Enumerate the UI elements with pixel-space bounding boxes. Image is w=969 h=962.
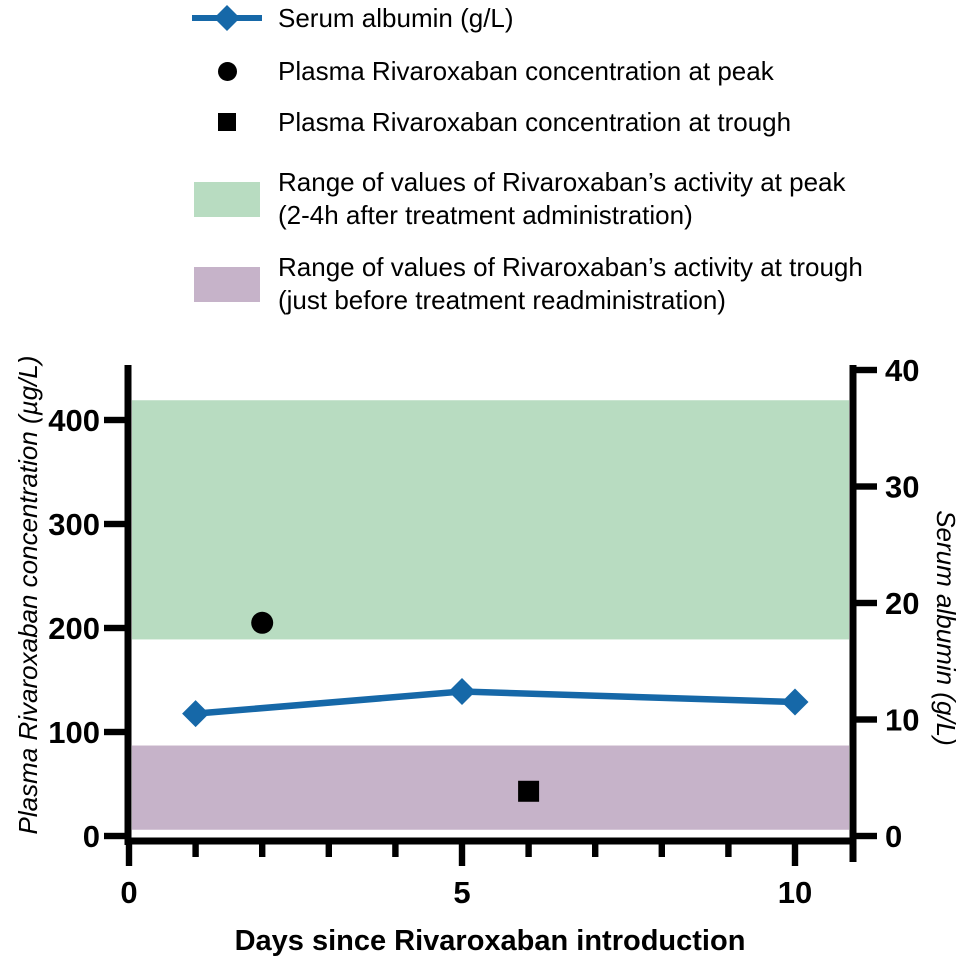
left-axis-tick-label: 400 xyxy=(48,403,100,438)
left-axis-tick-label: 200 xyxy=(48,611,100,646)
albumin-diamond-marker xyxy=(448,678,476,706)
data-series xyxy=(182,611,809,802)
left-axis-title: Plasma Rivaroxaban concentration (µg/L) xyxy=(13,356,43,835)
trough-square-icon xyxy=(188,113,266,131)
left-axis-tick xyxy=(104,520,128,528)
x-axis-minor-tick xyxy=(192,841,199,857)
legend-label-peak-concentration: Plasma Rivaroxaban concentration at peak xyxy=(278,55,774,86)
albumin-diamond-marker xyxy=(182,700,210,728)
left-axis-tick-label: 300 xyxy=(48,507,100,542)
legend-item-peak-activity-range: Range of values of Rivaroxaban’s activit… xyxy=(188,166,846,232)
left-axis-tick xyxy=(104,624,128,632)
left-axis-tick xyxy=(104,416,128,424)
right-axis-tick-label: 10 xyxy=(885,703,919,738)
right-axis-tick xyxy=(853,366,877,374)
left-axis-tick-label: 100 xyxy=(48,715,100,750)
right-axis-tick-label: 40 xyxy=(885,353,919,388)
albumin-diamond-marker xyxy=(781,688,809,716)
x-axis-minor-tick xyxy=(725,841,732,857)
right-axis-tick xyxy=(853,832,877,840)
legend-label-serum-albumin: Serum albumin (g/L) xyxy=(278,2,514,33)
trough-point-marker xyxy=(518,780,540,802)
x-axis-minor-tick xyxy=(592,841,599,857)
x-axis-tick-label: 0 xyxy=(120,875,137,910)
legend-label-peak-range: Range of values of Rivaroxaban’s activit… xyxy=(278,167,846,197)
peak-activity-range-band xyxy=(132,400,849,640)
right-axis-tick-label: 20 xyxy=(885,586,919,621)
trough-range-swatch-icon xyxy=(188,266,266,302)
left-axis-tick-label: 0 xyxy=(83,819,100,854)
legend-item-peak-concentration: Plasma Rivaroxaban concentration at peak xyxy=(188,54,774,88)
legend-label-trough-concentration: Plasma Rivaroxaban concentration at trou… xyxy=(278,106,792,137)
square-glyph xyxy=(218,113,236,131)
right-axis-spine xyxy=(849,365,857,862)
peak-circle-icon xyxy=(188,61,266,81)
albumin-line-diamond-icon xyxy=(188,1,266,35)
right-axis-tick xyxy=(853,716,877,723)
x-axis-major-tick xyxy=(458,841,466,866)
legend-label-trough-range: Range of values of Rivaroxaban’s activit… xyxy=(278,252,863,282)
circle-glyph xyxy=(217,61,237,81)
right-axis-tick xyxy=(853,483,877,490)
x-axis-tick-label: 10 xyxy=(778,875,812,910)
left-axis-tick xyxy=(104,728,128,736)
albumin-line xyxy=(195,688,796,717)
band-swatch-glyph xyxy=(194,266,260,302)
x-axis-spine xyxy=(124,837,857,845)
legend-item-serum-albumin: Serum albumin (g/L) xyxy=(188,1,514,35)
peak-point-marker xyxy=(251,611,274,634)
x-axis-minor-tick xyxy=(658,841,665,857)
x-axis-minor-tick xyxy=(259,841,266,857)
x-axis-major-tick xyxy=(125,841,133,866)
right-axis-tick xyxy=(853,599,877,607)
line-diamond-glyph xyxy=(192,5,262,31)
left-axis-tick xyxy=(104,832,128,840)
right-axis-title: Serum albumin (g/L) xyxy=(931,510,961,746)
trough-activity-range-band xyxy=(132,745,849,830)
band-swatch-glyph xyxy=(194,181,260,217)
left-axis-spine xyxy=(124,365,132,845)
legend-sublabel-peak-range: (2-4h after treatment administration) xyxy=(278,200,693,230)
peak-range-swatch-icon xyxy=(188,181,266,217)
right-axis-tick-label: 30 xyxy=(885,470,919,505)
x-axis-title: Days since Rivaroxaban introduction xyxy=(235,925,746,957)
legend-sublabel-trough-range: (just before treatment readministration) xyxy=(278,285,726,315)
x-axis-tick-label: 5 xyxy=(453,875,470,910)
x-axis-minor-tick xyxy=(392,841,399,857)
x-axis-minor-tick xyxy=(325,841,332,857)
x-axis-major-tick xyxy=(791,841,799,866)
legend-item-trough-activity-range: Range of values of Rivaroxaban’s activit… xyxy=(188,251,863,317)
x-axis-minor-tick xyxy=(525,841,532,857)
right-axis-tick-label: 0 xyxy=(885,819,902,854)
activity-bands xyxy=(132,400,849,830)
legend-item-trough-concentration: Plasma Rivaroxaban concentration at trou… xyxy=(188,105,791,139)
